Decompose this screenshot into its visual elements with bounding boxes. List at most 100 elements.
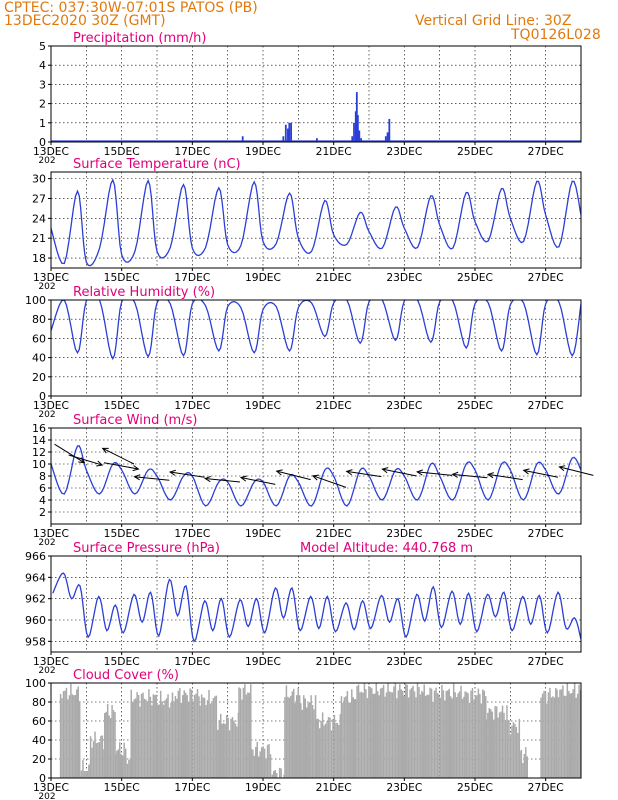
cloud-bar xyxy=(221,723,223,778)
cloud-bar xyxy=(422,692,424,778)
cloud-bar xyxy=(126,763,129,778)
cloud-bar xyxy=(433,690,436,778)
cloud-bar xyxy=(316,719,318,778)
cloud-bar xyxy=(190,689,193,778)
cloud-bar xyxy=(196,689,199,778)
wind-arrow-head xyxy=(381,467,389,474)
cloud-bar xyxy=(280,768,282,778)
cloud-bar xyxy=(556,689,558,778)
cloud-bar xyxy=(552,696,554,778)
cloud-bar xyxy=(518,718,521,778)
cloud-bar xyxy=(134,698,137,778)
cloud-bar xyxy=(233,720,235,778)
cloud-bar xyxy=(357,684,360,778)
cloud-bar xyxy=(214,696,216,778)
cloud-bar xyxy=(85,771,87,778)
cloud-bar xyxy=(526,756,529,778)
cloud-bar xyxy=(463,696,465,778)
cloud-bar xyxy=(129,758,132,778)
precip-bar xyxy=(353,122,355,142)
cloud-bar xyxy=(514,723,516,778)
cloud-bar xyxy=(448,688,450,778)
cloud-bar xyxy=(575,697,577,778)
cloud-bar xyxy=(435,687,437,778)
wind-arrow-head xyxy=(132,465,140,472)
cloud-bar xyxy=(348,702,350,778)
cloud-bar xyxy=(578,684,580,778)
wind-arrow xyxy=(68,454,103,466)
x-tick-label: 25DEC xyxy=(457,271,493,284)
cloud-bar xyxy=(354,699,357,778)
cloud-bar xyxy=(288,697,291,778)
cloud-bar xyxy=(108,715,110,778)
cloud-bar xyxy=(290,695,292,778)
cloud-bar xyxy=(301,709,304,778)
cloud-bar xyxy=(62,691,65,778)
cloud-bar xyxy=(517,733,519,778)
cloud-bar xyxy=(79,775,81,778)
cloud-bar xyxy=(59,693,62,778)
y-tick-label: 60 xyxy=(32,715,46,728)
x-tick-label: 21DEC xyxy=(316,145,352,158)
y-tick-label: 8 xyxy=(39,470,46,483)
cloud-bar xyxy=(512,722,515,778)
plot-frame xyxy=(50,171,582,269)
cloud-bar xyxy=(342,702,344,778)
y-tick-label: 100 xyxy=(25,677,46,690)
x-tick-label: 27DEC xyxy=(528,399,564,412)
cloud-bar xyxy=(571,693,573,778)
cloud-bar xyxy=(323,725,325,778)
header-date: 13DEC2020 30Z (GMT) xyxy=(4,13,166,29)
precip-bar xyxy=(388,118,391,142)
cloud-bar xyxy=(500,711,502,778)
cloud-bar xyxy=(366,698,369,778)
cloud-bar xyxy=(432,701,434,778)
panel-title-precip: Precipitation (mm/h) xyxy=(73,31,206,46)
cloud-bar xyxy=(266,744,269,778)
cloud-bar xyxy=(161,701,163,778)
cloud-bar xyxy=(152,694,155,778)
cloud-bar xyxy=(70,683,72,778)
x-tick-label: 17DEC xyxy=(174,655,210,668)
cloud-bar xyxy=(228,730,231,778)
cloud-bar xyxy=(465,691,468,778)
x-tick-label: 27DEC xyxy=(528,781,564,794)
wind-arrow xyxy=(240,477,276,485)
cloud-bar xyxy=(305,707,308,778)
cloud-bar xyxy=(187,701,190,778)
wind-arrow xyxy=(103,462,139,470)
cloud-bar xyxy=(165,698,168,778)
cloud-bar xyxy=(171,692,174,778)
cloud-bar xyxy=(335,723,337,778)
panel-title-rh: Relative Humidity (%) xyxy=(73,285,215,300)
cloud-bar xyxy=(278,767,281,778)
cloud-bar xyxy=(549,687,551,778)
x-tick-label: 13DEC xyxy=(33,271,69,284)
panel-title-wind: Surface Wind (m/s) xyxy=(73,413,197,428)
precip-bar xyxy=(360,138,362,142)
cloud-bar xyxy=(173,701,175,778)
x-tick-label: 15DEC xyxy=(104,655,140,668)
cloud-bar xyxy=(494,706,496,778)
cloud-bar xyxy=(179,688,181,778)
wind-arrow xyxy=(346,470,382,478)
cloud-bar xyxy=(356,685,358,778)
cloud-bar xyxy=(330,730,333,778)
cloud-bar xyxy=(184,692,187,778)
cloud-bar xyxy=(498,712,501,778)
cloud-bar xyxy=(155,694,158,778)
cloud-bar xyxy=(495,706,498,778)
x-tick-label: 27DEC xyxy=(528,145,564,158)
cloud-bar xyxy=(101,735,104,778)
x-tick-label: 19DEC xyxy=(245,145,281,158)
cloud-bar xyxy=(241,699,243,778)
cloud-bar xyxy=(541,693,544,778)
cloud-bar xyxy=(65,687,68,778)
y-tick-label: 12 xyxy=(32,446,46,459)
cloud-bar xyxy=(308,702,311,778)
cloud-bar xyxy=(490,709,492,778)
cloud-bar xyxy=(482,689,484,778)
cloud-bar xyxy=(565,695,567,778)
header-station: CPTEC: 037:30W-07:01S PATOS (PB) xyxy=(4,0,258,16)
panel-pressure xyxy=(48,555,582,655)
